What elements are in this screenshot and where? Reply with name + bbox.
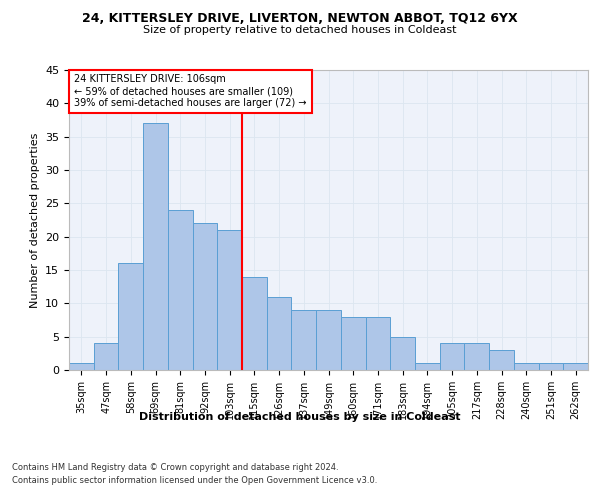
- Text: Distribution of detached houses by size in Coldeast: Distribution of detached houses by size …: [139, 412, 461, 422]
- Bar: [316, 310, 341, 370]
- Bar: [539, 364, 563, 370]
- Bar: [217, 230, 242, 370]
- Bar: [143, 124, 168, 370]
- Text: Size of property relative to detached houses in Coldeast: Size of property relative to detached ho…: [143, 25, 457, 35]
- Bar: [514, 364, 539, 370]
- Text: 24 KITTERSLEY DRIVE: 106sqm
← 59% of detached houses are smaller (109)
39% of se: 24 KITTERSLEY DRIVE: 106sqm ← 59% of det…: [74, 74, 307, 108]
- Bar: [341, 316, 365, 370]
- Text: Contains public sector information licensed under the Open Government Licence v3: Contains public sector information licen…: [12, 476, 377, 485]
- Bar: [440, 344, 464, 370]
- Y-axis label: Number of detached properties: Number of detached properties: [29, 132, 40, 308]
- Bar: [292, 310, 316, 370]
- Bar: [94, 344, 118, 370]
- Bar: [193, 224, 217, 370]
- Bar: [69, 364, 94, 370]
- Bar: [390, 336, 415, 370]
- Text: Contains HM Land Registry data © Crown copyright and database right 2024.: Contains HM Land Registry data © Crown c…: [12, 462, 338, 471]
- Text: 24, KITTERSLEY DRIVE, LIVERTON, NEWTON ABBOT, TQ12 6YX: 24, KITTERSLEY DRIVE, LIVERTON, NEWTON A…: [82, 12, 518, 26]
- Bar: [563, 364, 588, 370]
- Bar: [489, 350, 514, 370]
- Bar: [415, 364, 440, 370]
- Bar: [168, 210, 193, 370]
- Bar: [365, 316, 390, 370]
- Bar: [267, 296, 292, 370]
- Bar: [118, 264, 143, 370]
- Bar: [464, 344, 489, 370]
- Bar: [242, 276, 267, 370]
